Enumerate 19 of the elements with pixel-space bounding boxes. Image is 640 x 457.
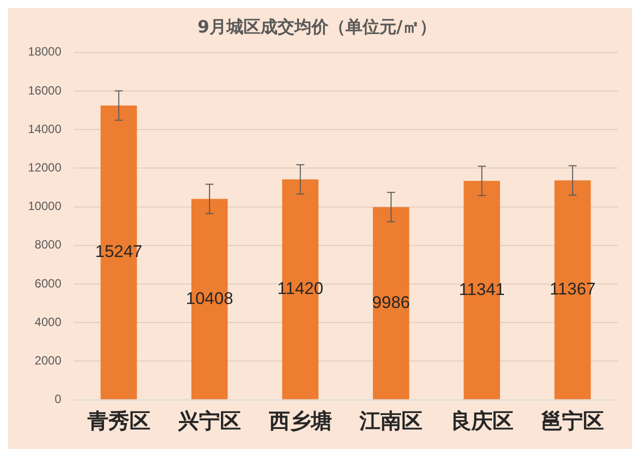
y-tick-label: 0 — [54, 392, 62, 406]
y-tick-label: 12000 — [28, 160, 62, 175]
x-tick-label: 西乡塘 — [268, 408, 332, 433]
x-tick-label: 良庆区 — [450, 408, 514, 433]
y-tick-label: 10000 — [28, 199, 62, 214]
y-tick-label: 4000 — [34, 314, 62, 329]
x-tick-label: 青秀区 — [86, 408, 150, 433]
y-tick-label: 8000 — [34, 238, 62, 252]
x-tick-label: 兴宁区 — [177, 408, 242, 433]
x-tick-label: 江南区 — [358, 408, 423, 433]
y-tick-label: 14000 — [28, 122, 62, 136]
bar — [372, 207, 410, 400]
y-tick-label: 2000 — [34, 354, 62, 368]
y-tick-label: 6000 — [34, 276, 62, 290]
chart-title: 9月城区成交均价（单位元/㎡） — [197, 18, 437, 38]
data-label: 9986 — [372, 292, 410, 312]
y-tick-label: 18000 — [28, 44, 62, 59]
y-tick-label: 16000 — [28, 83, 62, 98]
x-tick-label: 邕宁区 — [540, 408, 604, 433]
